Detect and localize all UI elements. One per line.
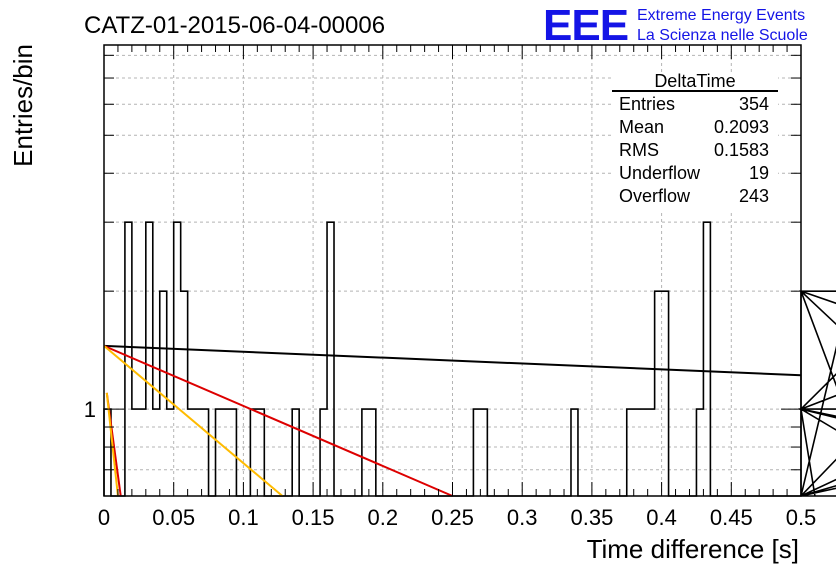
x-tick-labels: 0 0.05 0.1 0.15 0.2 0.25 0.3 0.35 0.4 0.45 0.5 bbox=[98, 505, 816, 530]
y-axis-label: Entries/bin bbox=[8, 44, 38, 167]
stats-value: 354 bbox=[739, 94, 769, 114]
stats-label: RMS bbox=[619, 140, 659, 160]
fit-line bbox=[105, 392, 119, 497]
histogram-steps bbox=[103, 221, 836, 497]
x-tick-label: 0.2 bbox=[368, 505, 399, 530]
x-axis-label: Time difference [s] bbox=[587, 534, 799, 564]
stats-value: 19 bbox=[749, 163, 769, 183]
x-tick-label: 0.3 bbox=[507, 505, 538, 530]
eee-logo-mark: EEE bbox=[543, 1, 628, 50]
x-tick-label: 0.5 bbox=[786, 505, 817, 530]
fit-line bbox=[103, 344, 802, 377]
eee-logo: EEE Extreme Energy Events La Scienza nel… bbox=[543, 1, 808, 50]
x-tick-label: 0.15 bbox=[292, 505, 335, 530]
fit-line bbox=[103, 345, 284, 497]
x-tick-label: 0.25 bbox=[431, 505, 474, 530]
stats-value: 243 bbox=[739, 186, 769, 206]
histogram bbox=[103, 221, 836, 497]
fit-lines bbox=[103, 344, 802, 497]
x-tick-label: 0 bbox=[98, 505, 110, 530]
stats-value: 0.2093 bbox=[714, 117, 769, 137]
chart-title: CATZ-01-2015-06-04-00006 bbox=[84, 12, 385, 39]
fit-line bbox=[103, 344, 453, 497]
stats-label: Mean bbox=[619, 117, 664, 137]
stats-box: DeltaTime Entries 354 Mean 0.2093 RMS 0.1583 U… bbox=[612, 71, 778, 210]
logo-line-1: Extreme Energy Events bbox=[637, 7, 805, 24]
x-tick-label: 0.05 bbox=[152, 505, 195, 530]
x-tick-label: 0.1 bbox=[228, 505, 259, 530]
y-tick-labels: 1 bbox=[84, 397, 96, 422]
stats-value: 0.1583 bbox=[714, 140, 769, 160]
logo-line-2: La Scienza nelle Scuole bbox=[637, 27, 808, 44]
y-tick-label: 1 bbox=[84, 397, 96, 422]
x-tick-label: 0.4 bbox=[646, 505, 677, 530]
stats-label: Overflow bbox=[619, 186, 691, 206]
stats-label: Entries bbox=[619, 94, 675, 114]
x-tick-label: 0.35 bbox=[570, 505, 613, 530]
stats-label: Underflow bbox=[619, 163, 701, 183]
axis-ticks bbox=[103, 45, 802, 497]
stats-title: DeltaTime bbox=[654, 71, 735, 91]
x-tick-label: 0.45 bbox=[710, 505, 753, 530]
